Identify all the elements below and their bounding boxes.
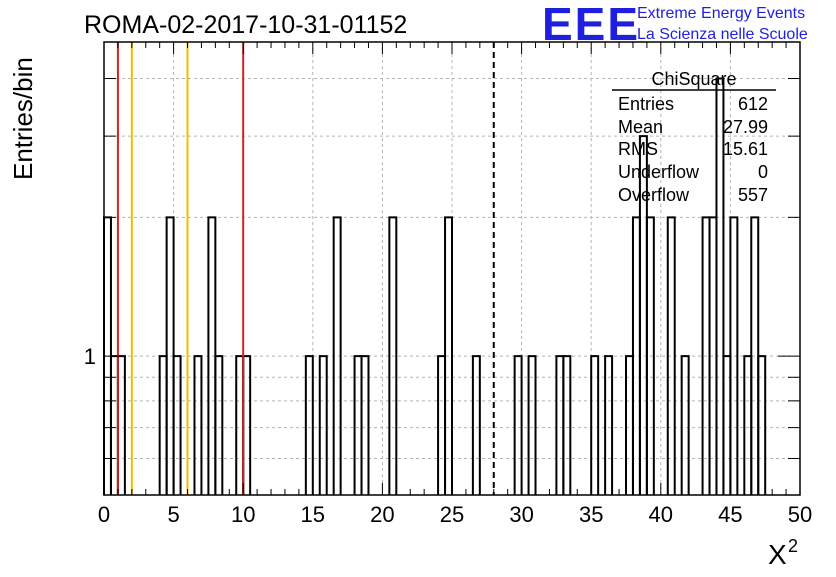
histogram-bin	[193, 355, 203, 495]
eee-logo: EEE Extreme Energy Events La Scienza nel…	[542, 0, 808, 50]
stats-label-rms: RMS	[618, 139, 658, 159]
histogram-bin	[757, 355, 767, 495]
stats-value-mean: 27.99	[723, 117, 768, 137]
histogram-bin	[318, 355, 328, 495]
histogram-bin	[645, 216, 655, 495]
histogram-bin	[360, 355, 370, 495]
histogram-bin	[444, 216, 453, 495]
histogram-bin	[304, 355, 314, 495]
y-tick-labels: 1	[84, 344, 96, 369]
histogram-bin	[715, 77, 725, 495]
histogram-bin	[471, 355, 481, 495]
stats-box: ChiSquare Entries 612 Mean 27.99 RMS 15.…	[612, 69, 776, 205]
x-tick-labels: 0 5 10 15 20 25 30 35 40 45 50	[98, 502, 812, 527]
histogram-bin	[527, 355, 537, 495]
chart-title: ROMA-02-2017-10-31-01152	[84, 11, 407, 39]
histogram-bin	[666, 216, 676, 495]
x-axis-label-superscript: 2	[788, 536, 798, 556]
stats-label-entries: Entries	[618, 94, 674, 114]
x-tick-label: 10	[231, 502, 255, 527]
x-tick-label: 15	[301, 502, 325, 527]
y-tick-label: 1	[84, 344, 96, 369]
eee-logo-line1: Extreme Energy Events	[637, 5, 805, 22]
x-tick-label: 0	[98, 502, 110, 527]
eee-logo-line2: La Scienza nelle Scuole	[637, 26, 808, 43]
histogram-bin	[680, 355, 690, 495]
histogram-bin	[332, 216, 342, 495]
y-axis-label: Entries/bin	[8, 57, 38, 180]
stats-label-mean: Mean	[618, 117, 663, 137]
stats-value-underflow: 0	[758, 162, 768, 182]
x-tick-label: 35	[579, 502, 603, 527]
stats-label-underflow: Underflow	[618, 162, 700, 182]
plot-frame	[103, 41, 801, 496]
x-tick-label: 50	[788, 502, 812, 527]
histogram-bin	[513, 355, 523, 495]
x-axis-label: X 2	[768, 536, 798, 570]
stats-value-entries: 612	[738, 94, 768, 114]
x-tick-label: 5	[167, 502, 179, 527]
stats-value-overflow: 557	[738, 185, 768, 205]
histogram-bin	[562, 355, 572, 495]
x-tick-label: 30	[509, 502, 533, 527]
stats-label-overflow: Overflow	[618, 185, 690, 205]
histogram-bars	[103, 77, 767, 495]
histogram-bin	[604, 355, 614, 495]
axis-ticks	[103, 42, 801, 495]
x-axis-label-base: X	[768, 539, 787, 570]
histogram-bin	[388, 216, 398, 495]
stats-title: ChiSquare	[651, 69, 736, 89]
histogram-bin	[729, 216, 739, 495]
histogram-bin	[590, 355, 600, 495]
x-tick-label: 25	[440, 502, 464, 527]
x-tick-label: 45	[718, 502, 742, 527]
histogram-bin	[172, 355, 182, 495]
marker-lines	[116, 42, 495, 495]
x-tick-label: 40	[649, 502, 673, 527]
stats-value-rms: 15.61	[723, 139, 768, 159]
histogram-bin	[214, 355, 224, 495]
eee-logo-letters: EEE	[542, 0, 640, 50]
x-tick-label: 20	[370, 502, 394, 527]
